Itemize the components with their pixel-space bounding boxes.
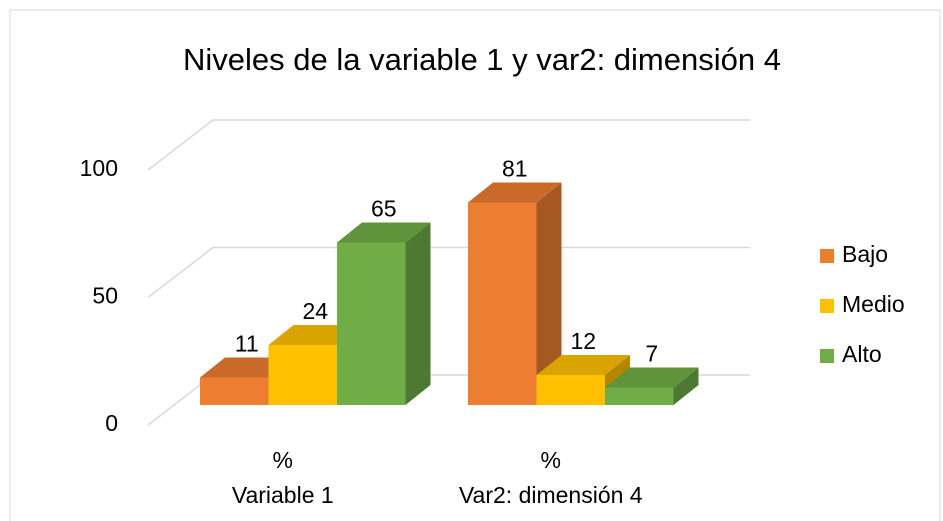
bar-side [673,367,699,405]
bar-top [337,222,431,243]
bar-top [536,355,630,375]
bar-front [536,375,605,405]
grid-line [147,246,750,299]
legend-swatch [820,299,834,313]
data-label: 81 [502,156,528,182]
legend-label: Bajo [842,241,888,267]
chart-title: Niveles de la variable 1 y var2: dimensi… [183,42,781,77]
y-tick-label: 100 [80,155,118,181]
bar-front [268,345,337,405]
grid-line [147,119,750,171]
bar-front [200,377,269,405]
bar [605,367,699,405]
legend-label: Alto [842,341,882,367]
x-tick-label: Variable 1 [232,482,334,508]
data-label: 65 [371,196,397,222]
bar-front [605,387,674,405]
legend-swatch [820,249,834,263]
data-label: 12 [570,328,596,354]
bar-top [468,182,562,203]
bar-side [536,182,562,405]
x-tick-label: Var2: dimensión 4 [459,482,643,508]
x-tick-label: % [273,447,293,473]
data-label: 24 [302,298,328,324]
data-label: 11 [235,331,259,357]
x-tick-label: % [541,447,561,473]
data-label: 7 [645,341,658,367]
bar [468,182,562,405]
bar-front [337,242,406,405]
y-tick-label: 50 [92,283,118,309]
legend-label: Medio [842,291,905,317]
bar-side [405,222,431,405]
bar [337,222,431,405]
legend-swatch [820,349,834,363]
bar-front [468,202,537,405]
y-tick-label: 0 [105,410,118,436]
bar-top [605,367,699,388]
